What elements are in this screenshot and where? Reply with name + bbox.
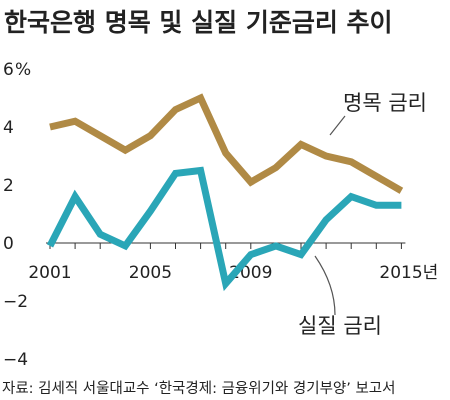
y-tick-label: 6 — [3, 60, 14, 80]
chart-title: 한국은행 명목 및 실질 기준금리 추이 — [4, 8, 393, 37]
y-tick-label: 2 — [3, 176, 14, 196]
y-tick-label: 0 — [3, 234, 14, 254]
source-note: 자료: 김세직 서울대교수 ‘한국경제: 금융위기와 경기부양’ 보고서 — [2, 380, 395, 397]
y-tick-label: −2 — [3, 292, 28, 312]
nominal-leader-line — [329, 115, 346, 136]
x-tick-label: 2015년 — [379, 263, 438, 283]
x-axis: 2001 2005 2009 2015년 — [28, 243, 438, 283]
nominal-rate-line — [49, 93, 404, 194]
y-tick-label: −4 — [3, 350, 28, 370]
real-rate-line — [46, 166, 402, 292]
y-axis: 6 4 2 0 −2 −4% — [3, 60, 31, 370]
real-leader-line — [314, 255, 336, 316]
y-unit-label: % — [15, 60, 31, 80]
x-tick-label: 2001 — [28, 263, 71, 283]
nominal-rate-label: 명목 금리 — [343, 91, 427, 115]
series-lines — [46, 93, 404, 292]
real-rate-label: 실질 금리 — [298, 314, 382, 338]
x-tick-label: 2005 — [129, 263, 172, 283]
y-tick-label: 4 — [3, 118, 14, 138]
